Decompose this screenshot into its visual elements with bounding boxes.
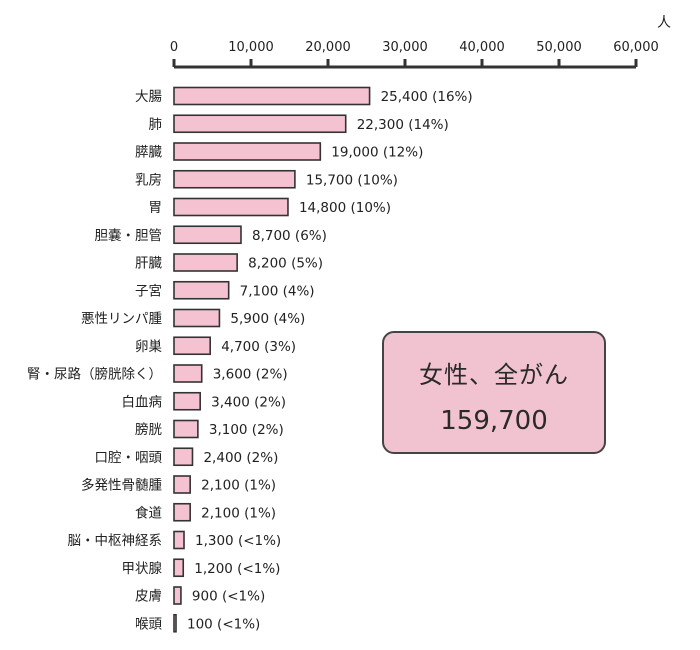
- x-tick-label: 60,000: [613, 40, 659, 55]
- category-label: 胃: [149, 200, 163, 216]
- category-label: 白血病: [122, 394, 163, 410]
- category-label: 腎・尿路（膀胱除く）: [27, 366, 162, 383]
- value-label: 15,700 (10%): [306, 172, 398, 188]
- value-label: 14,800 (10%): [299, 200, 391, 216]
- category-label: 口腔・咽頭: [95, 450, 163, 466]
- value-label: 3,400 (2%): [211, 394, 286, 410]
- category-label: 脳・中枢神経系: [68, 533, 163, 549]
- bar: [173, 586, 182, 605]
- bar: [173, 197, 289, 217]
- category-label: 食道: [135, 504, 162, 521]
- bar: [173, 280, 230, 300]
- value-label: 100 (<1%): [187, 616, 260, 632]
- bar: [173, 253, 238, 272]
- bar: [173, 530, 185, 550]
- x-tick-label: 20,000: [305, 40, 351, 55]
- bar: [173, 308, 221, 328]
- bar: [173, 613, 177, 633]
- value-label: 1,300 (<1%): [195, 533, 281, 549]
- value-label: 8,700 (6%): [252, 228, 327, 244]
- category-label: 喉頭: [135, 616, 162, 632]
- bar: [173, 169, 296, 189]
- summary-total: 159,700: [440, 406, 548, 436]
- value-label: 900 (<1%): [192, 589, 265, 605]
- value-label: 19,000 (12%): [331, 145, 423, 161]
- category-label: 子宮: [135, 283, 162, 299]
- value-label: 2,100 (1%): [201, 505, 276, 521]
- category-label: 膀胱: [135, 421, 162, 438]
- summary-title: 女性、全がん: [419, 361, 569, 389]
- x-tick-label: 30,000: [382, 40, 428, 55]
- bar: [173, 114, 347, 134]
- value-label: 8,200 (5%): [248, 256, 323, 272]
- bar: [173, 225, 242, 245]
- category-label: 肝臓: [135, 256, 162, 272]
- category-label: 大腸: [135, 89, 162, 105]
- value-label: 5,900 (4%): [230, 311, 305, 327]
- value-label: 2,400 (2%): [203, 450, 278, 466]
- bar: [173, 475, 191, 494]
- x-tick-label: 0: [170, 40, 178, 55]
- unit-label: 人: [657, 15, 671, 31]
- bar: [173, 86, 371, 106]
- value-label: 1,200 (<1%): [194, 561, 280, 577]
- bar: [173, 142, 322, 161]
- bar: [173, 502, 191, 522]
- bar: [173, 364, 203, 383]
- value-label: 3,600 (2%): [213, 367, 288, 383]
- value-label: 22,300 (14%): [357, 117, 449, 133]
- category-label: 乳房: [135, 172, 162, 188]
- summary-box: 女性、全がん 159,700: [382, 331, 606, 454]
- category-label: 皮膚: [135, 589, 162, 605]
- category-label: 肺: [149, 117, 163, 133]
- x-tick-label: 40,000: [459, 40, 505, 55]
- x-tick-label: 10,000: [228, 40, 274, 55]
- value-label: 3,100 (2%): [209, 422, 284, 438]
- bar: [173, 447, 194, 467]
- value-label: 2,100 (1%): [201, 478, 276, 494]
- x-tick-label: 50,000: [536, 40, 582, 55]
- value-label: 7,100 (4%): [240, 283, 315, 299]
- bar: [173, 336, 211, 356]
- bar: [173, 558, 185, 578]
- category-label: 甲状腺: [122, 561, 163, 577]
- bar: [173, 391, 201, 411]
- value-label: 4,700 (3%): [221, 339, 296, 355]
- value-label: 25,400 (16%): [381, 89, 473, 105]
- category-label: 多発性骨髄腫: [81, 477, 162, 494]
- category-label: 胆嚢・胆管: [95, 228, 163, 244]
- category-label: 膵臓: [135, 145, 162, 161]
- category-label: 卵巣: [135, 339, 162, 355]
- category-label: 悪性リンパ腫: [81, 311, 162, 327]
- bar: [173, 419, 199, 439]
